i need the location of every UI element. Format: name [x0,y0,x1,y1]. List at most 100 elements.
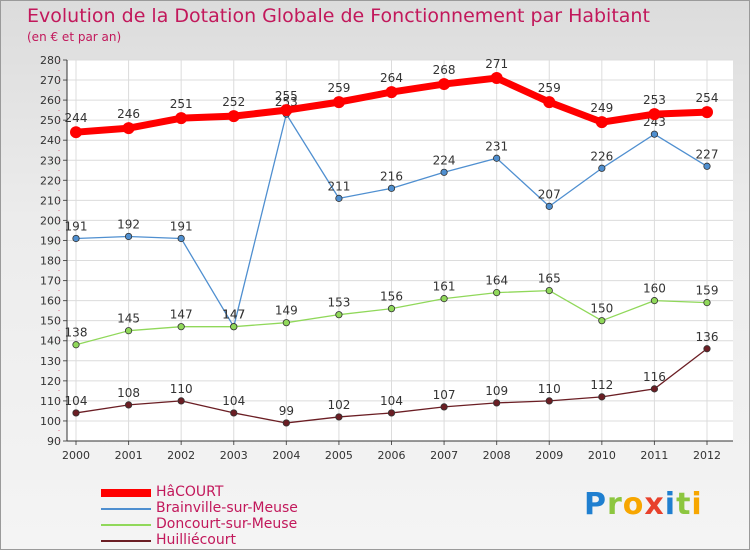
data-point [543,96,556,109]
data-point [227,110,240,123]
data-label: 164 [485,274,508,288]
data-point [335,413,343,421]
legend-item: Doncourt-sur-Meuse [101,516,421,533]
data-point [648,108,661,121]
data-label: 104 [380,394,403,408]
data-label: 254 [696,91,719,105]
y-tick-label: 140 [40,335,61,348]
data-label: 147 [170,308,193,322]
x-tick-label: 2008 [483,449,511,462]
y-tick-label: 200 [40,214,61,227]
data-point [385,86,398,99]
data-label: 161 [433,280,456,294]
data-label: 244 [65,111,88,125]
x-tick-label: 2010 [588,449,616,462]
data-label: 253 [275,95,298,109]
data-point [122,122,135,135]
data-point [177,323,185,331]
data-point [493,399,501,407]
data-label: 271 [485,57,508,71]
data-label: 138 [65,326,88,340]
data-label: 110 [170,382,193,396]
data-point [701,106,713,119]
logo-letter: i [664,487,677,522]
data-point [387,409,396,417]
logo-letter: r [607,487,623,522]
data-label: 136 [696,330,719,344]
data-point [280,104,293,117]
data-point [124,401,133,409]
data-label: 251 [170,97,193,111]
y-tick-label: 150 [40,315,61,328]
y-tick-label: 180 [40,255,61,268]
x-tick-label: 2001 [115,449,143,462]
legend-item: Huilliécourt [101,532,421,549]
data-label: 253 [643,93,666,107]
legend-swatch [101,540,151,542]
data-label: 159 [696,284,719,298]
legend-swatch [101,508,151,510]
y-tick-label: 210 [40,194,61,207]
x-tick-label: 2007 [430,449,458,462]
y-tick-label: 90 [47,435,61,448]
data-point [650,130,659,138]
data-label: 207 [538,187,561,201]
data-point [177,234,185,243]
data-label: 224 [433,153,456,167]
legend-label: Doncourt-sur-Meuse [156,516,298,532]
data-point [230,409,238,417]
y-tick-label: 240 [40,134,61,147]
data-point [650,297,659,305]
chart-subtitle: (en € et par an) [27,30,122,44]
data-label: 149 [275,304,298,318]
data-point [545,287,553,295]
y-tick-label: 130 [40,355,61,368]
data-point [493,154,501,162]
data-point [598,393,606,401]
data-point [598,164,606,172]
data-label: 145 [117,312,140,326]
data-label: 246 [117,107,140,121]
y-tick-label: 160 [40,295,61,308]
data-point [387,184,396,192]
data-label: 231 [485,139,508,153]
data-label: 226 [590,149,613,163]
data-point [490,72,503,85]
data-label: 259 [327,81,350,95]
legend-swatch [101,524,151,526]
logo-letter: x [644,487,665,522]
data-point [703,345,711,353]
y-tick-label: 270 [40,74,61,87]
data-point [70,126,82,139]
data-label: 104 [65,394,88,408]
x-tick-label: 2012 [693,449,721,462]
y-tick-label: 100 [40,415,61,428]
x-tick-label: 2003 [220,449,248,462]
legend-label: HâCOURT [156,484,224,500]
data-label: 191 [65,219,88,233]
data-label: 264 [380,71,403,85]
plot-area [67,60,733,441]
y-tick-label: 250 [40,114,61,127]
chart-title: Evolution de la Dotation Globale de Fonc… [27,5,650,27]
data-label: 243 [643,115,666,129]
data-label: 268 [433,63,456,77]
x-tick-label: 2002 [167,449,195,462]
data-point [335,311,343,319]
data-label: 160 [643,282,666,296]
data-point [72,234,80,243]
data-point [598,317,606,325]
data-label: 104 [222,394,245,408]
data-label: 108 [117,386,140,400]
data-point [595,116,608,129]
data-point [438,78,451,91]
proxiti-logo: Proxiti [584,487,703,522]
data-point [72,341,80,349]
x-tick-label: 2009 [535,449,563,462]
data-point [545,202,553,210]
data-point [230,323,238,331]
legend-label: Brainville-sur-Meuse [156,500,298,516]
data-label: 147 [222,308,245,322]
data-point [387,305,396,313]
